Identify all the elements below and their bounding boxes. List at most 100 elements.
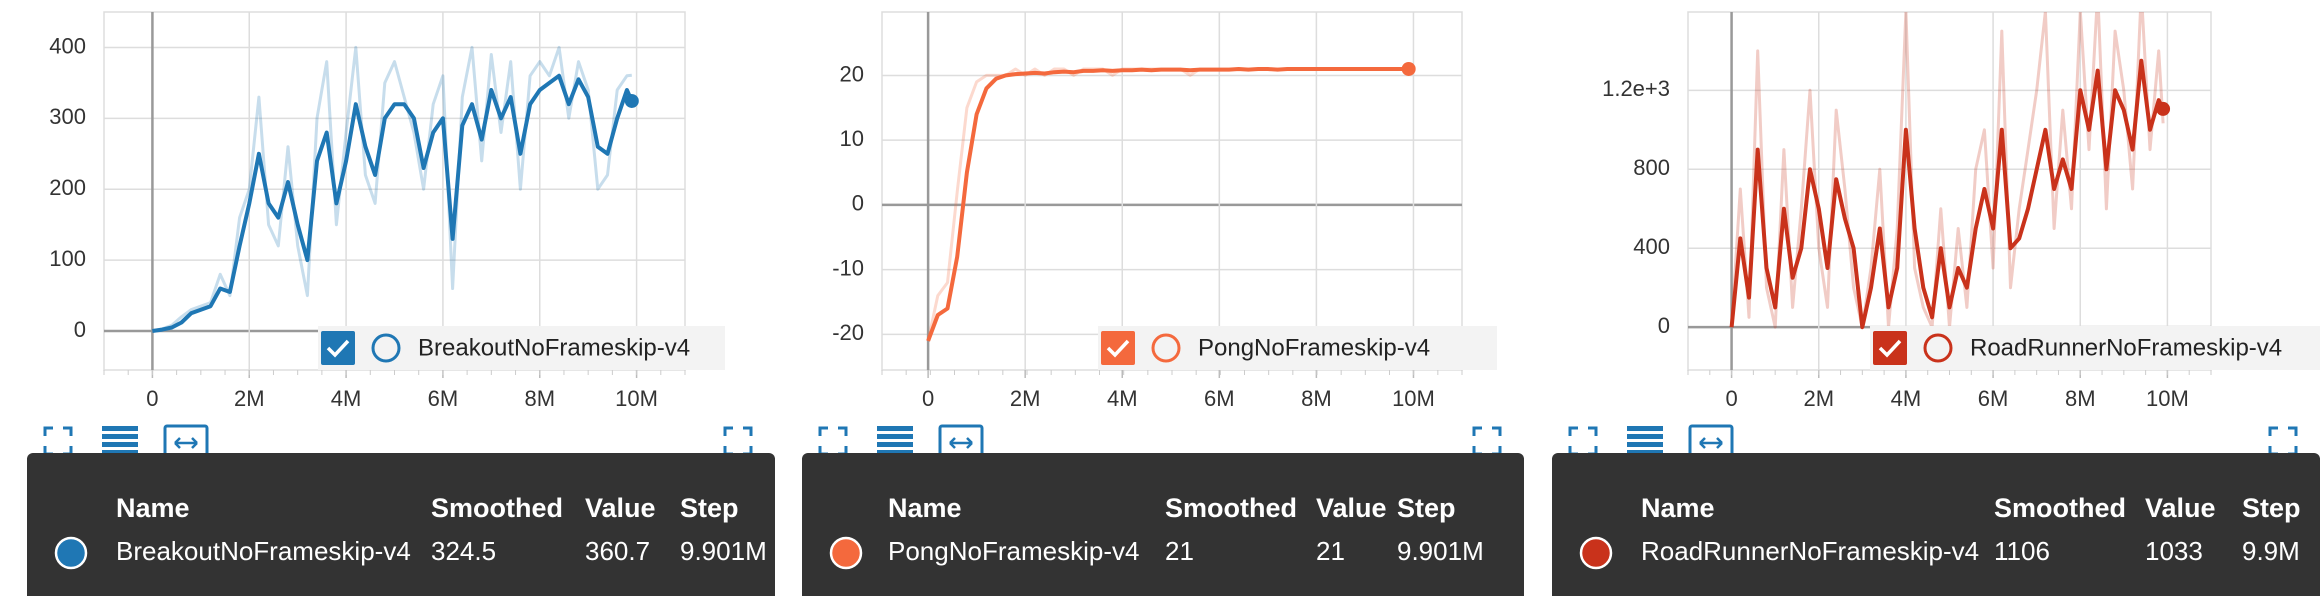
y-tick-label: 400 — [49, 33, 86, 58]
toolbar-icon[interactable] — [2268, 426, 2298, 456]
fit-icon-arrows — [174, 437, 198, 449]
list-icon-bar — [102, 434, 138, 439]
expand-icon — [723, 426, 753, 456]
y-tick-label: 0 — [74, 317, 86, 342]
legend-label: RoadRunnerNoFrameskip-v4 — [1970, 334, 2282, 361]
tooltip-smoothed: 1106 — [1994, 536, 2050, 566]
toolbar-icon[interactable] — [43, 426, 73, 456]
x-tick-label: 4M — [331, 386, 362, 411]
y-tick-label: 400 — [1633, 234, 1670, 259]
expand-icon — [1568, 426, 1598, 456]
legend-check[interactable] — [1878, 339, 1902, 358]
tooltip-header: Value — [585, 493, 656, 523]
tooltip-header: Step — [680, 493, 739, 523]
legend-box — [318, 326, 725, 370]
tooltip-panel — [27, 453, 775, 596]
tooltip-panel — [1552, 453, 2320, 596]
y-tick-label: 200 — [49, 175, 86, 200]
x-tick-label: 2M — [1010, 386, 1041, 411]
list-icon-bar — [102, 442, 138, 447]
end-point — [624, 93, 639, 108]
y-tick-label: 20 — [840, 61, 864, 86]
tooltip-name: PongNoFrameskip-v4 — [888, 536, 1139, 566]
tooltip-value: 360.7 — [585, 536, 650, 566]
x-tick-label: 10M — [615, 386, 658, 411]
tooltip-swatch — [829, 536, 863, 570]
y-tick-label: 300 — [49, 104, 86, 129]
list-icon-bar — [102, 450, 138, 455]
smoothed-line — [926, 67, 1409, 342]
smoothed-line — [1729, 58, 2165, 330]
list-icon-bar — [877, 426, 913, 431]
x-tick-label: 4M — [1891, 386, 1922, 411]
x-tick-label: 6M — [1204, 386, 1235, 411]
x-tick-label: 10M — [1392, 386, 1435, 411]
plot-lines — [1729, 12, 2165, 330]
tooltip-swatch — [54, 536, 88, 570]
toolbar-icon[interactable] — [1627, 426, 1663, 455]
plot-lines — [152, 45, 634, 333]
x-tick-label: 6M — [428, 386, 459, 411]
expand-icon — [818, 426, 848, 456]
legend-checkbox[interactable] — [1101, 331, 1135, 365]
expand-icon — [2268, 426, 2298, 456]
toolbar-icon[interactable] — [877, 426, 913, 455]
tooltip-smoothed: 21 — [1165, 536, 1194, 566]
legend-circle[interactable] — [1923, 333, 1953, 363]
toolbar-icon[interactable] — [102, 426, 138, 455]
list-icon-bar — [1627, 442, 1663, 447]
legend-box — [1870, 326, 2320, 370]
y-tick-label: 10 — [840, 126, 864, 151]
fit-icon-arrows — [1699, 437, 1723, 449]
toolbar-icon[interactable] — [1568, 426, 1598, 456]
tooltip-header: Name — [888, 493, 962, 523]
tooltip-smoothed: 324.5 — [431, 536, 496, 566]
x-tick-label: 4M — [1107, 386, 1138, 411]
x-tick-label: 8M — [524, 386, 555, 411]
x-tick-label: 8M — [2065, 386, 2096, 411]
raw-line — [1730, 12, 2165, 329]
tooltip-header: Step — [1397, 493, 1456, 523]
legend-checkbox[interactable] — [321, 331, 355, 365]
smoothed-line — [152, 73, 634, 333]
plot-frame — [881, 11, 1463, 371]
toolbar-icon[interactable] — [818, 426, 848, 456]
x-tick-label: 10M — [2146, 386, 2189, 411]
list-icon-bar — [1627, 450, 1663, 455]
tooltip-step: 9.9M — [2242, 536, 2300, 566]
legend-circle[interactable] — [1151, 333, 1181, 363]
legend-circle[interactable] — [371, 333, 401, 363]
legend-box — [1098, 326, 1497, 370]
legend-check[interactable] — [326, 339, 350, 358]
end-point — [1401, 61, 1416, 76]
fit-icon-arrows — [949, 437, 973, 449]
tooltip-value: 21 — [1316, 536, 1345, 566]
tooltip-header: Step — [2242, 493, 2301, 523]
expand-icon — [1472, 426, 1502, 456]
tooltip-header: Smoothed — [1994, 493, 2126, 523]
tooltip-name: RoadRunnerNoFrameskip-v4 — [1641, 536, 1979, 566]
tooltip-header: Smoothed — [431, 493, 563, 523]
y-tick-label: -20 — [832, 320, 864, 345]
y-tick-label: 0 — [1658, 313, 1670, 338]
tooltip-header: Name — [1641, 493, 1715, 523]
tooltip-header: Name — [116, 493, 190, 523]
end-point — [2156, 101, 2171, 116]
toolbar-icon[interactable] — [1472, 426, 1502, 456]
legend-check[interactable] — [1106, 339, 1130, 358]
list-icon-bar — [877, 450, 913, 455]
tooltip-panel — [802, 453, 1524, 596]
y-tick-label: 1.2e+3 — [1602, 76, 1670, 101]
list-icon-bar — [877, 434, 913, 439]
tooltip-name: BreakoutNoFrameskip-v4 — [116, 536, 411, 566]
x-tick-label: 0 — [146, 386, 158, 411]
legend-checkbox[interactable] — [1873, 331, 1907, 365]
x-tick-label: 0 — [922, 386, 934, 411]
tooltip-step: 9.901M — [1397, 536, 1484, 566]
tooltip-step: 9.901M — [680, 536, 767, 566]
y-tick-label: 0 — [852, 191, 864, 216]
list-icon-bar — [877, 442, 913, 447]
plot-lines — [926, 67, 1409, 342]
toolbar-icon[interactable] — [723, 426, 753, 456]
